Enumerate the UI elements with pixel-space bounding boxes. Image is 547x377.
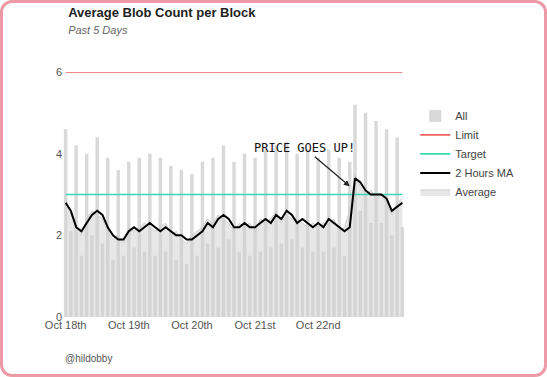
svg-text:Oct 18th: Oct 18th — [45, 319, 87, 331]
svg-text:@hildobby: @hildobby — [65, 353, 112, 364]
svg-text:2: 2 — [56, 229, 62, 241]
svg-text:0: 0 — [56, 311, 62, 323]
svg-text:Limit: Limit — [455, 129, 478, 141]
svg-text:PRICE GOES UP!: PRICE GOES UP! — [254, 141, 355, 155]
svg-text:Target: Target — [455, 148, 486, 160]
svg-text:4: 4 — [56, 148, 62, 160]
svg-text:Oct 20th: Oct 20th — [171, 319, 213, 331]
svg-text:Oct 22nd: Oct 22nd — [296, 319, 341, 331]
svg-text:All: All — [455, 110, 467, 122]
svg-text:Average Blob Count per BlockPa: Average Blob Count per BlockPast 5 Days — [68, 5, 256, 36]
svg-text:Average: Average — [455, 186, 496, 198]
svg-text:Oct 21st: Oct 21st — [235, 319, 276, 331]
svg-text:2 Hours MA: 2 Hours MA — [455, 167, 514, 179]
svg-text:Oct 19th: Oct 19th — [108, 319, 150, 331]
svg-text:6: 6 — [56, 66, 62, 78]
